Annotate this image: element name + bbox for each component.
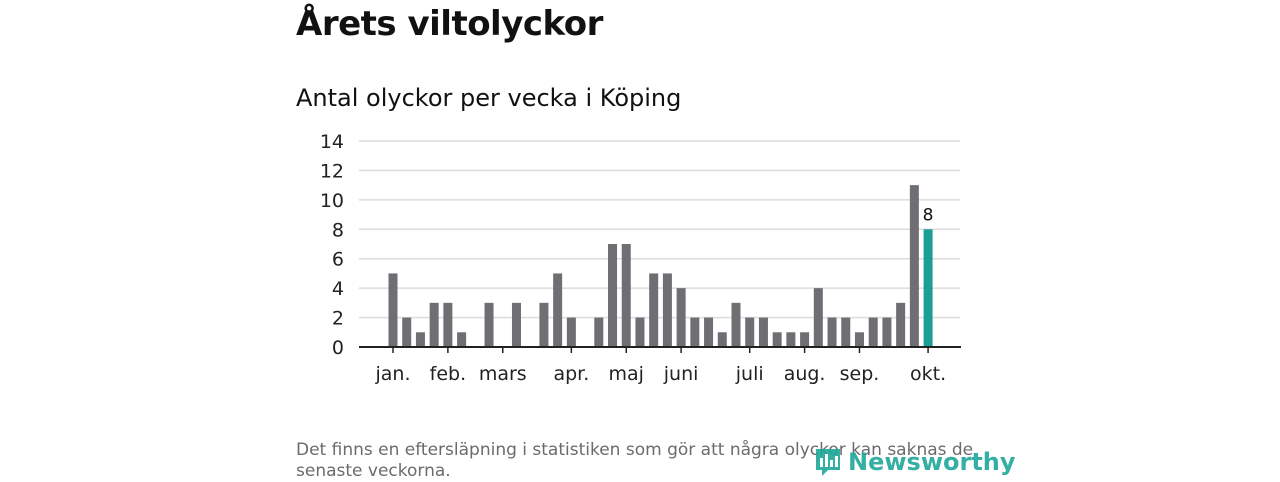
- bar: [758, 317, 768, 347]
- bar: [717, 332, 727, 347]
- page-title: Årets viltolyckor: [296, 4, 603, 44]
- y-tick-label: 8: [332, 219, 344, 241]
- y-tick-label: 10: [320, 190, 344, 212]
- bar: [800, 332, 810, 347]
- bar: [566, 317, 576, 347]
- bar: [402, 317, 412, 347]
- bar: [690, 317, 700, 347]
- bar: [511, 302, 521, 347]
- bar: [676, 288, 686, 347]
- bar: [745, 317, 755, 347]
- bar: [429, 302, 439, 347]
- bar: [827, 317, 837, 347]
- bar: [704, 317, 714, 347]
- x-tick-label: juli: [735, 363, 764, 385]
- footnote: Det finns en eftersläpning i statistiken…: [296, 440, 974, 481]
- bar: [896, 302, 906, 347]
- newsworthy-logo: Newsworthy: [814, 446, 1016, 478]
- bar: [813, 288, 823, 347]
- bar: [388, 273, 398, 347]
- bar: [772, 332, 782, 347]
- x-tick-label: juni: [663, 363, 699, 385]
- x-tick-label: maj: [609, 363, 644, 385]
- y-tick-label: 14: [320, 131, 344, 153]
- bar: [484, 302, 494, 347]
- bar: [443, 302, 453, 347]
- bar: [635, 317, 645, 347]
- bar: [608, 244, 618, 347]
- highlight-bar: [923, 229, 933, 347]
- x-tick-label: aug.: [784, 363, 826, 385]
- bar: [457, 332, 467, 347]
- chart-title: Antal olyckor per vecka i Köping: [296, 84, 682, 112]
- x-tick-label: feb.: [430, 363, 466, 385]
- bar: [731, 302, 741, 347]
- bar: [909, 185, 919, 347]
- bar: [649, 273, 659, 347]
- y-tick-label: 4: [332, 278, 344, 300]
- x-tick-label: apr.: [553, 363, 589, 385]
- bar: [553, 273, 563, 347]
- newsworthy-logo-icon: [816, 449, 840, 476]
- bar: [594, 317, 604, 347]
- bar: [786, 332, 796, 347]
- bar: [841, 317, 851, 347]
- bar: [662, 273, 672, 347]
- bar: [854, 332, 864, 347]
- bar: [882, 317, 892, 347]
- bar: [621, 244, 631, 347]
- x-tick-label: mars: [479, 363, 527, 385]
- logo-text: Newsworthy: [848, 448, 1016, 476]
- x-tick-label: jan.: [374, 363, 410, 385]
- y-tick-label: 0: [332, 337, 344, 359]
- x-tick-label: okt.: [910, 363, 946, 385]
- bar: [868, 317, 878, 347]
- bar: [539, 302, 549, 347]
- y-tick-label: 12: [320, 160, 344, 182]
- x-tick-label: sep.: [840, 363, 880, 385]
- weekly-accidents-bar-chart: 0 2 4 6 8 10 12 14 8 jan. feb. mars apr. maj juni juli a…: [320, 131, 961, 385]
- bar: [415, 332, 425, 347]
- bar-data-label: 8: [923, 205, 934, 225]
- y-tick-label: 2: [332, 308, 344, 330]
- y-tick-label: 6: [332, 249, 344, 271]
